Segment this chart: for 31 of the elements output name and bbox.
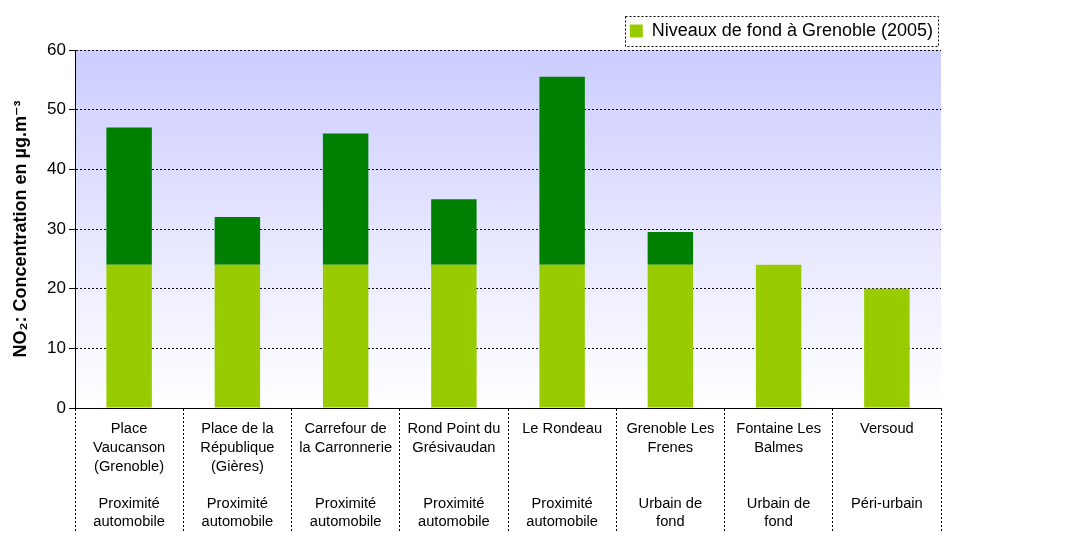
bar [431, 264, 477, 408]
category-label: Rond Point du Grésivaudan Proximité automobile [407, 420, 501, 530]
category-label: Le Rondeau Proximité automobile [522, 420, 603, 530]
bar [214, 217, 261, 265]
y-axis-title: NO₂: Concentration en µg.m⁻³ [9, 100, 30, 358]
legend-label: Niveaux de fond à Grenoble (2005) [651, 19, 934, 40]
category-label: Versoud Péri-urbain [851, 420, 923, 511]
bar [431, 199, 477, 265]
bar [647, 231, 694, 265]
category-label: Place de la République (Gières) Proximité automobile [200, 420, 275, 530]
category-label: Fontaine Les Balmes Urbain de fond [736, 420, 821, 530]
y-tick-label: 40 [47, 159, 66, 179]
bar [322, 133, 369, 265]
bar [755, 264, 802, 408]
y-tick-label: 10 [47, 338, 66, 358]
category-label: Carrefour de la Carronnerie Proximité automobile [299, 420, 393, 530]
category-label: Place Vaucanson (Grenoble) Proximité automobile [92, 420, 166, 530]
y-tick-label: 20 [47, 278, 66, 298]
bar [106, 264, 152, 408]
bar [322, 264, 369, 408]
bar [539, 264, 585, 408]
y-tick-label: 0 [56, 397, 66, 417]
bar [214, 264, 261, 408]
bar [864, 288, 910, 408]
y-tick-label: 30 [47, 218, 66, 238]
bar [647, 264, 694, 408]
category-label: Grenoble Les Frenes Urbain de fond [626, 420, 715, 530]
bar [106, 127, 152, 265]
y-tick-label: 60 [47, 39, 66, 59]
y-tick-label: 50 [47, 99, 66, 119]
bar [539, 76, 585, 265]
